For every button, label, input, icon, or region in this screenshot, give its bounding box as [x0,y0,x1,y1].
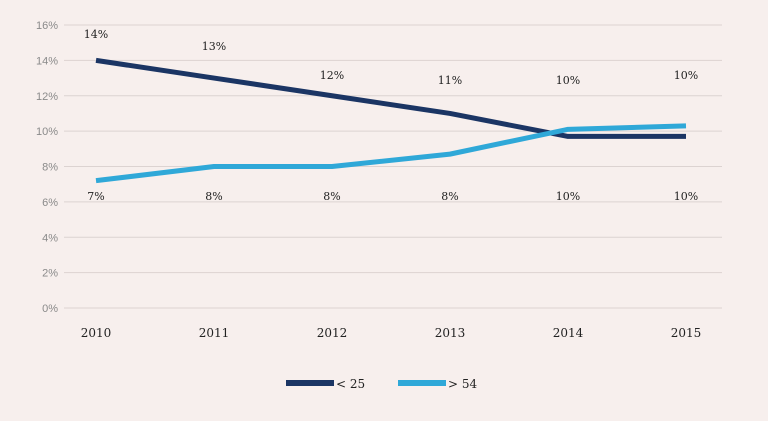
x-tick-label: 2015 [671,326,702,340]
x-tick-label: 2012 [317,326,348,340]
data-label-lt25: 12% [320,69,344,82]
x-axis-ticks: 2010 2011 2012 2013 2014 2015 [81,326,702,340]
y-tick-label: 12% [36,91,58,103]
series-lines [95,57,687,184]
data-label-lt25: 14% [84,28,108,41]
data-label-gt54: 7% [87,190,104,203]
y-tick-label: 0% [42,303,58,315]
y-tick-label: 8% [42,162,58,174]
y-tick-label: 14% [36,55,58,67]
y-tick-label: 6% [42,197,58,209]
legend: < 25 > 54 [286,377,478,391]
y-tick-label: 16% [36,20,58,32]
data-label-gt54: 8% [441,190,458,203]
data-labels: 14% 13% 12% 11% 10% 10% 7% 8% 8% 8% 10% 10% [84,28,698,203]
data-label-lt25: 10% [556,74,580,87]
legend-label: < 25 [336,377,365,391]
data-label-lt25: 13% [202,40,226,53]
data-label-gt54: 8% [205,190,222,203]
data-label-gt54: 10% [674,190,698,203]
x-tick-label: 2010 [81,326,112,340]
legend-label: > 54 [448,377,478,391]
x-tick-label: 2013 [435,326,466,340]
grid-lines [64,24,722,309]
y-tick-label: 4% [42,232,58,244]
y-axis-ticks: 0% 2% 4% 6% 8% 10% 12% 14% 16% [36,20,58,315]
series-line-1 [95,123,687,184]
data-label-lt25: 10% [674,69,698,82]
x-tick-label: 2014 [553,326,584,340]
y-tick-label: 2% [42,268,58,280]
data-label-gt54: 8% [323,190,340,203]
x-tick-label: 2011 [199,326,230,340]
y-tick-label: 10% [36,126,58,138]
data-label-lt25: 11% [438,74,462,87]
data-label-gt54: 10% [556,190,580,203]
series-line-0 [95,57,686,139]
